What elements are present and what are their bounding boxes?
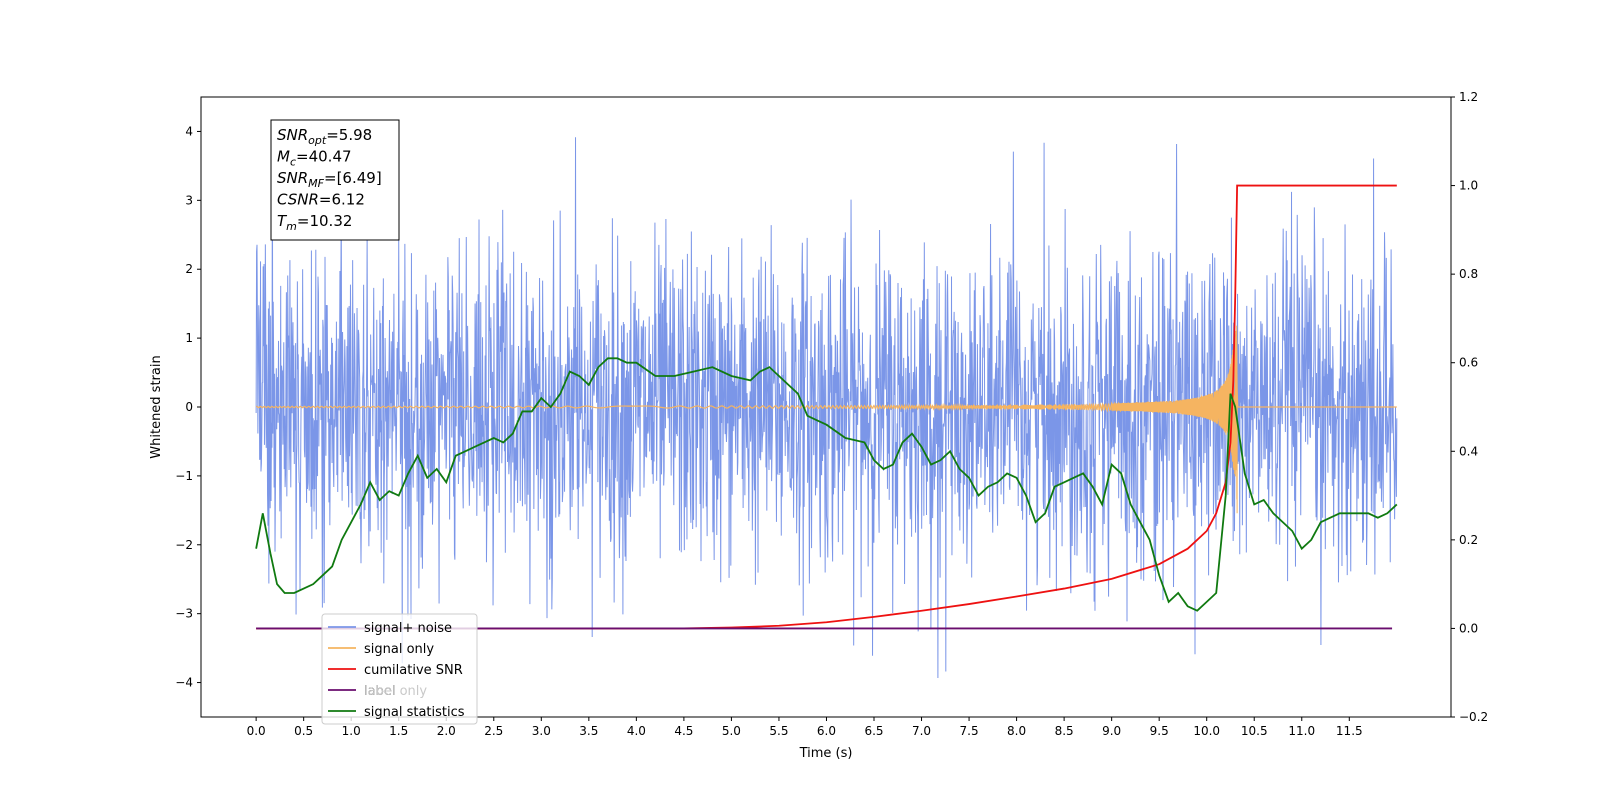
x-tick-label: 11.5 [1336,724,1363,738]
x-tick-label: 8.5 [1055,724,1074,738]
x-tick-label: 5.5 [769,724,788,738]
x-tick-label: 8.0 [1007,724,1026,738]
legend: signal+ noise signal only cumilative SNR la… [321,613,478,725]
y-tick-label: 1 [185,331,193,345]
stats-subscript: opt [308,134,327,147]
y2-tick-label: 1.2 [1459,90,1478,104]
y2-tick-label: 0.2 [1459,533,1478,547]
x-tick-label: 1.5 [389,724,408,738]
x-tick-label: 7.5 [960,724,979,738]
x-axis-label: Time (s) [799,746,853,761]
stats-line: Mc=40.47 [277,148,352,169]
stats-symbol: CSNR [277,191,319,209]
y2-tick-label: −0.2 [1459,710,1488,724]
x-tick-label: 4.0 [627,724,646,738]
legend-label: signal statistics [364,705,465,720]
stats-value: =10.32 [297,212,353,230]
y2-tick-label: 0.8 [1459,267,1478,281]
legend-label-faded: label only [364,684,427,699]
stats-line: SNRopt=5.98 [277,126,372,147]
stats-line: Tm=10.32 [277,212,352,233]
y-tick-label: −2 [175,538,193,552]
stats-subscript: MF [308,177,324,190]
y2-tick-label: 0.0 [1459,621,1478,635]
stats-value: =[6.49] [324,169,382,187]
series-signal-noise [255,137,1398,678]
y-tick-label: −1 [175,469,193,483]
x-tick-label: 3.5 [579,724,598,738]
stats-box: SNRopt=5.98Mc=40.47SNRMF=[6.49]CSNR=6.12… [270,119,400,241]
x-tick-label: 0.0 [247,724,266,738]
legend-label: signal only [364,642,434,657]
legend-frame [321,613,478,725]
x-tick-label: 5.0 [722,724,741,738]
y2-tick-label: 0.6 [1459,356,1478,370]
x-tick-label: 10.5 [1241,724,1268,738]
stats-line: CSNR=6.12 [277,191,365,209]
y-axis-label: Whitened strain [149,355,164,458]
x-tick-label: 11.0 [1288,724,1315,738]
series-signal-only-merger [1111,325,1240,514]
stats-value: =5.98 [326,126,372,144]
stats-box-frame [270,119,400,241]
x-axis: 0.0 0.5 1.0 1.5 2.0 2.5 3.0 3.5 4.0 4.5 5.0 5.5 6.0 6… [247,717,1363,738]
y-axis-left: 4 3 2 1 0 −1 −2 −3 −4 [175,124,201,690]
stats-line: SNRMF=[6.49] [277,169,382,190]
legend-label: cumilative SNR [364,663,463,678]
y-tick-label: 2 [185,262,193,276]
stats-subscript: m [286,220,297,233]
x-tick-label: 9.5 [1150,724,1169,738]
x-tick-label: 3.0 [532,724,551,738]
x-tick-label: 4.5 [674,724,693,738]
x-tick-label: 9.0 [1102,724,1121,738]
y2-tick-label: 1.0 [1459,179,1478,193]
x-tick-label: 6.0 [817,724,836,738]
x-tick-label: 1.0 [342,724,361,738]
x-tick-label: 10.0 [1193,724,1220,738]
stats-symbol: M [277,148,290,166]
y-tick-label: 3 [185,193,193,207]
y2-tick-label: 0.4 [1459,444,1478,458]
stats-symbol: SNR [277,169,308,187]
x-tick-label: 2.0 [437,724,456,738]
stats-value: =6.12 [319,191,365,209]
y-tick-label: −3 [175,607,193,621]
x-tick-label: 6.5 [864,724,883,738]
x-tick-label: 7.0 [912,724,931,738]
legend-label: label [364,684,395,699]
x-tick-label: 2.5 [484,724,503,738]
y-axis-right: 1.2 1.0 0.8 0.6 0.4 0.2 0.0 −0.2 [1451,90,1488,724]
stats-subscript: c [290,156,296,169]
x-tick-label: 0.5 [294,724,313,738]
y-tick-label: 4 [185,124,193,138]
stats-value: =40.47 [296,148,352,166]
stats-symbol: T [277,212,288,230]
y-tick-label: 0 [185,400,193,414]
y-tick-label: −4 [175,676,193,690]
legend-label: signal+ noise [364,621,452,636]
series-signal-statistics [255,357,1398,612]
plot-area [255,137,1398,678]
stats-symbol: SNR [277,126,308,144]
